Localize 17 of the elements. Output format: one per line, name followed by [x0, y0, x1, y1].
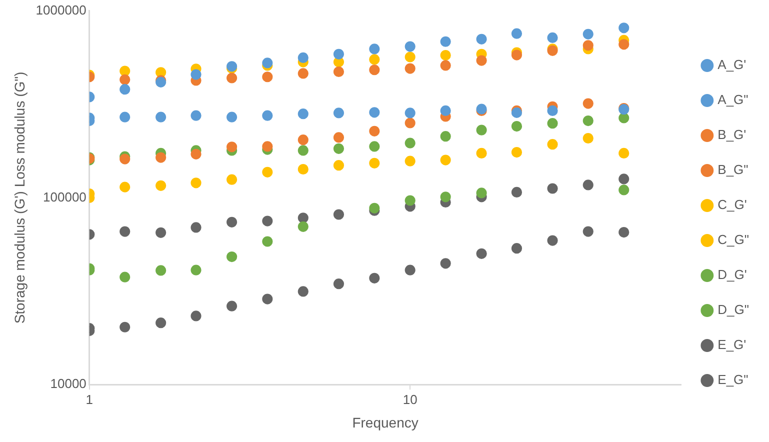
legend-label: C_G': [718, 197, 747, 212]
legend-label: A_G': [718, 57, 746, 72]
x-tick-label: 10: [402, 392, 418, 407]
x-tick-label: 1: [86, 392, 94, 407]
legend-label: C_G": [718, 232, 750, 248]
legend-label: A_G": [718, 92, 749, 108]
legend-label: E_G': [718, 337, 746, 352]
y-tick-label: 1000000: [36, 2, 86, 18]
y-axis-title: Storage modulus (G') Loss modulus (G"): [11, 72, 28, 324]
y-tick-label: 100000: [43, 189, 86, 204]
y-tick-label: 10000: [50, 376, 86, 392]
x-axis-title: Frequency: [352, 414, 418, 430]
legend-label: B_G": [718, 162, 749, 178]
legend-label: B_G': [718, 127, 746, 142]
legend-label: D_G": [718, 302, 750, 318]
legend-label: D_G': [718, 267, 747, 282]
legend-label: E_G": [718, 372, 749, 388]
